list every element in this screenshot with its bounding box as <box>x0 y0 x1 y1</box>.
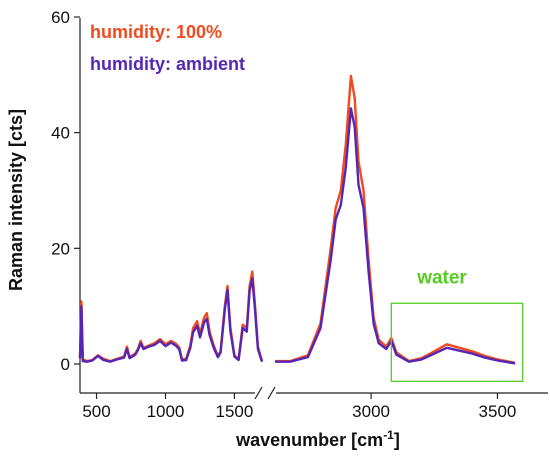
annotation-layer: water <box>390 267 524 382</box>
x-axis-title: wavenumber [cm-1] <box>235 428 400 450</box>
x-tick-label-3500: 3500 <box>479 402 517 421</box>
series-1-segment-0 <box>78 277 264 363</box>
x-tick-label-1500: 1500 <box>216 402 254 421</box>
y-tick-label-40: 40 <box>51 124 70 143</box>
annotation-box-water <box>390 302 524 382</box>
x-tick-label-500: 500 <box>82 402 110 421</box>
legend-entry-humidity-ambient: humidity: ambient <box>90 54 245 74</box>
y-tick-label-60: 60 <box>51 8 70 27</box>
y-tick-label-20: 20 <box>51 239 70 258</box>
legend-entry-humidity-100: humidity: 100% <box>90 22 222 42</box>
x-axis-title-end: ] <box>394 430 400 450</box>
series-1-segment-1 <box>275 107 516 365</box>
series-0-segment-0 <box>78 270 264 363</box>
x-tick-label-3000: 3000 <box>352 402 390 421</box>
axis-break-mark-2 <box>267 386 276 400</box>
x-axis-title-main: wavenumber [cm <box>235 430 383 450</box>
axis-break-mark-1 <box>254 386 263 400</box>
x-axis-title-superscript: -1 <box>383 428 394 442</box>
y-tick-label-0: 0 <box>61 355 70 374</box>
x-tick-label-1000: 1000 <box>147 402 185 421</box>
annotation-label-water: water <box>416 267 467 288</box>
series-0-segment-1 <box>275 74 516 364</box>
series-layer <box>78 74 516 365</box>
tick-layer: 0 20 40 60 500 1000 1500 3000 3500 <box>51 8 516 421</box>
y-axis-title: Raman intensity [cts] <box>6 109 26 291</box>
